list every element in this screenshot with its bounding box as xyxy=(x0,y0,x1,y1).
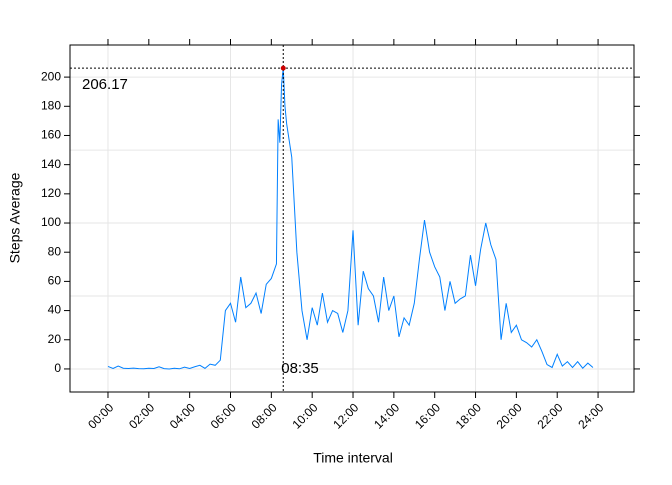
x-tick-label: 02:00 xyxy=(126,400,157,431)
x-tick-label: 10:00 xyxy=(289,400,320,431)
max-time-label: 08:35 xyxy=(281,360,319,377)
plot-frame xyxy=(69,44,635,393)
x-tick-label: 04:00 xyxy=(167,400,198,431)
x-tick-label: 20:00 xyxy=(494,400,525,431)
max-value-label: 206.17 xyxy=(82,76,128,93)
y-tick-label: 0 xyxy=(54,361,61,375)
y-tick-label: 200 xyxy=(41,69,61,83)
y-tick-label: 40 xyxy=(48,303,62,317)
y-tick-label: 160 xyxy=(41,128,61,142)
y-tick-label: 100 xyxy=(41,215,61,229)
y-tick-label: 60 xyxy=(48,274,62,288)
x-tick-label: 24:00 xyxy=(575,400,606,431)
x-tick-label: 16:00 xyxy=(412,400,443,431)
y-axis-title: Steps Average xyxy=(7,172,23,263)
x-tick-label: 06:00 xyxy=(208,400,239,431)
x-tick-label: 12:00 xyxy=(330,400,361,431)
y-tick-label: 180 xyxy=(41,98,61,112)
y-tick-label: 80 xyxy=(48,244,62,258)
y-tick-label: 140 xyxy=(41,157,61,171)
max-point xyxy=(280,65,286,71)
x-axis-title: Time interval xyxy=(313,450,393,466)
y-tick-label: 120 xyxy=(41,186,61,200)
series-line xyxy=(107,68,594,370)
x-tick-label: 08:00 xyxy=(249,400,280,431)
x-tick-label: 18:00 xyxy=(453,400,484,431)
y-tick-label: 20 xyxy=(48,332,62,346)
x-tick-label: 00:00 xyxy=(85,400,116,431)
x-tick-label: 14:00 xyxy=(371,400,402,431)
x-tick-label: 22:00 xyxy=(534,400,565,431)
